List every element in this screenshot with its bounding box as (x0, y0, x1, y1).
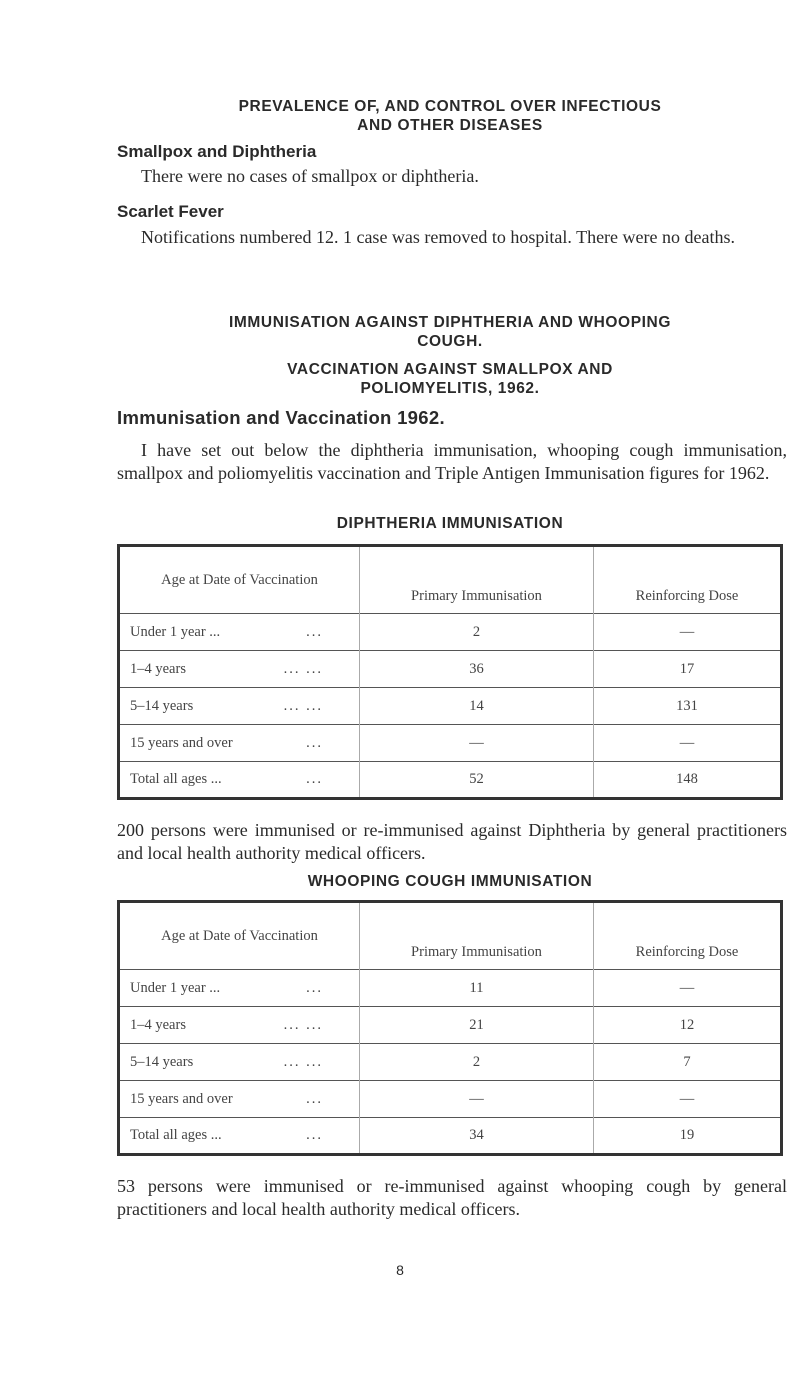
leader-dots: ... ... (283, 1053, 323, 1070)
age-label: Under 1 year ... (130, 979, 221, 996)
age-label: 5–14 years (130, 697, 194, 714)
scarlet-heading: Scarlet Fever (117, 202, 224, 221)
leader-dots: ... (306, 771, 323, 787)
header-reinforcing: Reinforcing Dose (593, 901, 782, 970)
age-cell: 5–14 years ... ... (118, 687, 360, 725)
diphtheria-title: DIPHTHERIA IMMUNISATION (336, 515, 564, 532)
header-primary: Primary Immunisation (359, 901, 594, 970)
primary-cell: 14 (359, 687, 594, 725)
table-row: Under 1 year ...... 11— (118, 969, 782, 1007)
table-row: 1–4 years ... ... 21 12 (118, 1006, 782, 1044)
age-label: 5–14 years (130, 1053, 194, 1070)
age-cell: 15 years and over... (118, 1080, 360, 1118)
leader-dots: ... (306, 1090, 323, 1107)
age-label: Total all ages ... (130, 1127, 222, 1143)
primary-cell: 2 (359, 613, 594, 651)
page-title: PREVALENCE OF, AND CONTROL OVER INFECTIO… (100, 97, 800, 135)
age-label: Under 1 year ... (130, 623, 221, 640)
primary-cell: 2 (359, 1043, 594, 1081)
immunisation-heading: IMMUNISATION AGAINST DIPHTHERIA AND WHOO… (100, 313, 800, 351)
primary-cell: — (359, 1080, 594, 1118)
scarlet-text: Notifications numbered 12. 1 case was re… (141, 227, 735, 247)
primary-cell: 21 (359, 1006, 594, 1044)
diphtheria-table: Age at Date of Vaccination Primary Immun… (117, 544, 783, 800)
whooping-title: WHOOPING COUGH IMMUNISATION (307, 873, 593, 890)
table-row: 15 years and over... — — (118, 724, 782, 762)
leader-dots: ... ... (283, 1016, 323, 1033)
table-header-row: Age at Date of Vaccination Primary Immun… (119, 545, 782, 614)
header-reinforcing: Reinforcing Dose (593, 545, 782, 614)
heading-line: VACCINATION AGAINST SMALLPOX AND (287, 361, 613, 378)
table-row: Total all ages ...... 34 19 (118, 1117, 782, 1155)
table-row: Under 1 year ...... 2— (118, 613, 782, 651)
title-line: PREVALENCE OF, AND CONTROL OVER INFECTIO… (238, 98, 662, 115)
header-primary: Primary Immunisation (359, 545, 594, 614)
whooping-table: Age at Date of Vaccination Primary Immun… (117, 900, 783, 1156)
reinforcing-cell: 17 (593, 650, 782, 688)
table-header-row: Age at Date of Vaccination Primary Immun… (119, 901, 782, 970)
smallpox-text: There were no cases of smallpox or dipht… (141, 166, 479, 186)
diphtheria-note: 200 persons were immunised or re-immunis… (117, 820, 787, 863)
age-cell: 1–4 years ... ... (118, 650, 360, 688)
age-label: Total all ages ... (130, 771, 222, 787)
header-age: Age at Date of Vaccination (161, 571, 318, 588)
heading-line: POLIOMYELITIS, 1962. (360, 380, 540, 397)
reinforcing-cell: 131 (593, 687, 782, 725)
table-row: Total all ages ...... 52 148 (118, 761, 782, 799)
leader-dots: ... ... (283, 697, 323, 714)
age-cell: Under 1 year ...... (118, 969, 360, 1007)
primary-cell: 34 (359, 1117, 594, 1155)
reinforcing-cell: — (593, 969, 782, 1007)
age-label: 15 years and over (130, 1090, 233, 1107)
age-cell: Under 1 year ...... (118, 613, 360, 651)
vaccination-heading: VACCINATION AGAINST SMALLPOX AND POLIOMY… (100, 360, 800, 398)
table-row: 15 years and over... — — (118, 1080, 782, 1118)
reinforcing-cell: — (593, 724, 782, 762)
heading-line: COUGH. (417, 333, 483, 350)
primary-cell: 36 (359, 650, 594, 688)
leader-dots: ... (306, 979, 323, 996)
age-cell: 5–14 years ... ... (118, 1043, 360, 1081)
reinforcing-cell: 148 (593, 761, 782, 799)
age-label: 15 years and over (130, 734, 233, 751)
title-line: AND OTHER DISEASES (357, 117, 543, 134)
heading-line: IMMUNISATION AGAINST DIPHTHERIA AND WHOO… (228, 314, 672, 331)
primary-cell: — (359, 724, 594, 762)
reinforcing-cell: — (593, 1080, 782, 1118)
reinforcing-cell: — (593, 613, 782, 651)
age-cell: 1–4 years ... ... (118, 1006, 360, 1044)
age-cell: 15 years and over... (118, 724, 360, 762)
table-row: 5–14 years ... ... 14 131 (118, 687, 782, 725)
section-title: Immunisation and Vaccination 1962. (117, 407, 445, 428)
header-age: Age at Date of Vaccination (161, 927, 318, 944)
age-label: 1–4 years (130, 1016, 186, 1033)
primary-cell: 11 (359, 969, 594, 1007)
age-label: 1–4 years (130, 660, 186, 677)
age-cell: Total all ages ...... (118, 761, 360, 799)
reinforcing-cell: 7 (593, 1043, 782, 1081)
leader-dots: ... (306, 734, 323, 751)
leader-dots: ... (306, 1127, 323, 1143)
smallpox-heading: Smallpox and Diphtheria (117, 142, 317, 161)
whooping-note: 53 persons were immunised or re-immunise… (117, 1176, 787, 1219)
age-cell: Total all ages ...... (118, 1117, 360, 1155)
leader-dots: ... (306, 623, 323, 640)
table-row: 5–14 years ... ... 2 7 (118, 1043, 782, 1081)
leader-dots: ... ... (283, 660, 323, 677)
page-number: 8 (396, 1262, 404, 1278)
reinforcing-cell: 12 (593, 1006, 782, 1044)
reinforcing-cell: 19 (593, 1117, 782, 1155)
intro-paragraph: I have set out below the diphtheria immu… (117, 440, 787, 483)
table-row: 1–4 years ... ... 36 17 (118, 650, 782, 688)
primary-cell: 52 (359, 761, 594, 799)
